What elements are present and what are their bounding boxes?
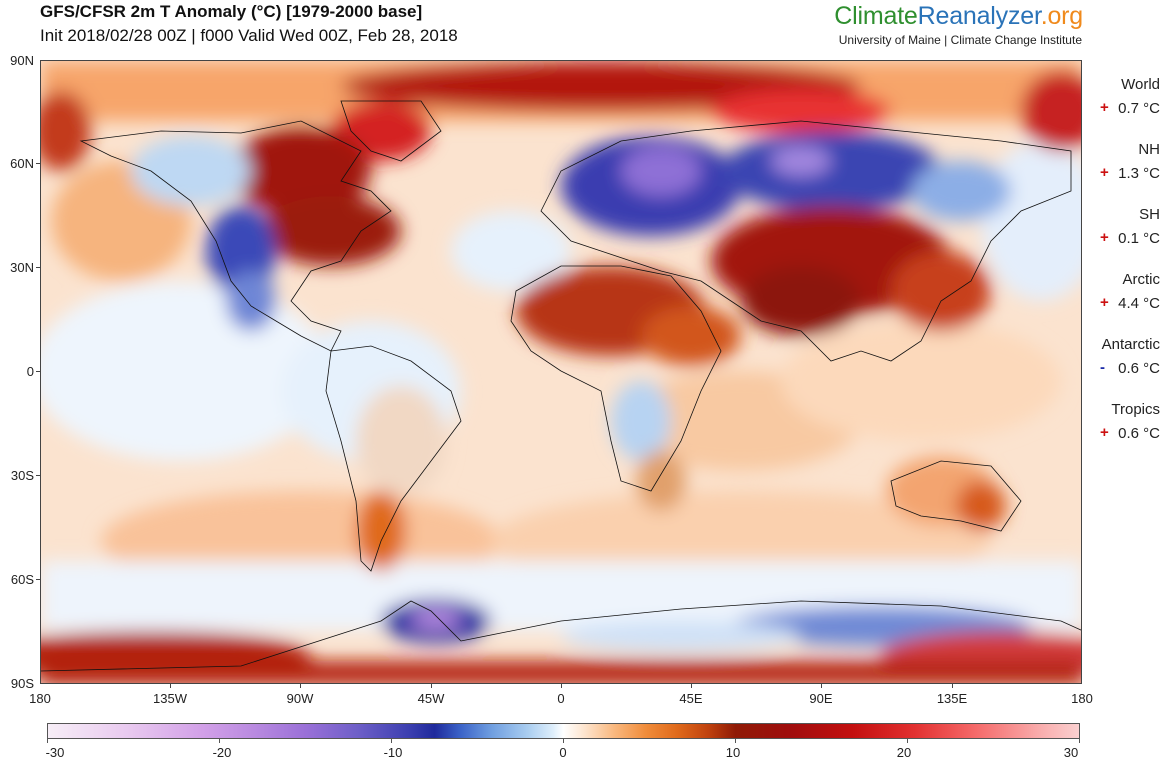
coastlines [41, 100, 1081, 672]
colorbar-tick [907, 739, 908, 743]
colorbar-label: 30 [1063, 745, 1079, 760]
brand-subtitle: University of Maine | Climate Change Ins… [838, 33, 1082, 47]
lon-label-90w: 90W [286, 691, 314, 706]
stat-world: World + 0.7 °C [1090, 76, 1166, 141]
lon-label-135w: 135W [153, 691, 187, 706]
stat-sign: + [1100, 424, 1109, 441]
lat-tick [36, 579, 40, 580]
stat-name: World [1121, 76, 1160, 93]
stat-value: 1.3 °C [1118, 165, 1160, 182]
stat-value: 0.7 °C [1118, 100, 1160, 117]
colorbar-tick [735, 739, 736, 743]
colorbar-label: 0 [559, 745, 567, 760]
colorbar-label: 20 [896, 745, 912, 760]
anomaly-map [40, 60, 1082, 684]
brand-part-2: Reanalyzer [917, 2, 1041, 30]
lat-label-90s: 90S [10, 676, 34, 691]
brand-part-3: .org [1040, 2, 1083, 30]
lon-label-180w: 180 [29, 691, 51, 706]
stat-name: Arctic [1122, 271, 1161, 288]
lon-tick [952, 684, 953, 688]
stat-value: 0.6 °C [1118, 360, 1160, 377]
lat-label-30s: 30S [10, 468, 34, 483]
lat-tick [36, 475, 40, 476]
lon-label-90e: 90E [809, 691, 833, 706]
map-subtitle: Init 2018/02/28 00Z | f000 Valid Wed 00Z… [40, 26, 458, 45]
stat-sign: + [1100, 99, 1109, 116]
lat-label-90n: 90N [10, 53, 34, 68]
anomaly-field [41, 61, 1081, 683]
colorbar-tick [47, 739, 48, 743]
lat-label-30n: 30N [10, 260, 34, 275]
stat-value: 0.1 °C [1118, 230, 1160, 247]
brand-part-1: Climate [834, 2, 918, 30]
lon-tick [821, 684, 822, 688]
colorbar-tick [219, 739, 220, 743]
stat-sign: + [1100, 294, 1109, 311]
map-title: GFS/CFSR 2m T Anomaly (°C) [1979-2000 ba… [40, 2, 423, 21]
lat-label-0: 0 [26, 364, 34, 379]
brand-logo[interactable]: ClimateReanalyzer.org [834, 2, 1083, 31]
lon-label-135e: 135E [936, 691, 968, 706]
lat-tick [36, 267, 40, 268]
colorbar-tick [563, 739, 564, 743]
colorbar-label: 10 [725, 745, 741, 760]
lat-tick [36, 163, 40, 164]
lon-label-45w: 45W [417, 691, 445, 706]
colorbar [47, 723, 1080, 739]
stat-sign: + [1100, 164, 1109, 181]
colorbar-label: -10 [383, 745, 403, 760]
stat-name: Tropics [1111, 401, 1160, 418]
stat-arctic: Arctic + 4.4 °C [1090, 271, 1166, 336]
stat-sh: SH + 0.1 °C [1090, 206, 1166, 271]
stat-value: 0.6 °C [1118, 425, 1160, 442]
region-stats-panel: World + 0.7 °C NH + 1.3 °C SH + 0.1 °C A… [1090, 76, 1166, 466]
lon-tick [561, 684, 562, 688]
lat-tick [36, 371, 40, 372]
lat-label-60s: 60S [10, 572, 34, 587]
stat-sign: + [1100, 229, 1109, 246]
lon-label-0: 0 [557, 691, 565, 706]
lon-label-45e: 45E [679, 691, 703, 706]
stat-nh: NH + 1.3 °C [1090, 141, 1166, 206]
stat-sign: - [1100, 359, 1105, 376]
stat-name: NH [1138, 141, 1160, 158]
stat-name: SH [1139, 206, 1160, 223]
stat-name: Antarctic [1101, 336, 1160, 353]
lon-label-180e: 180 [1071, 691, 1093, 706]
lat-label-60n: 60N [10, 156, 34, 171]
lon-tick [300, 684, 301, 688]
colorbar-label: -30 [45, 745, 65, 760]
lon-tick [431, 684, 432, 688]
stat-tropics: Tropics + 0.6 °C [1090, 401, 1166, 466]
stat-value: 4.4 °C [1118, 295, 1160, 312]
colorbar-tick [1079, 739, 1080, 743]
colorbar-tick [391, 739, 392, 743]
lon-tick [170, 684, 171, 688]
lon-tick [691, 684, 692, 688]
colorbar-label: -20 [212, 745, 232, 760]
stat-antarctic: Antarctic - 0.6 °C [1090, 336, 1166, 401]
